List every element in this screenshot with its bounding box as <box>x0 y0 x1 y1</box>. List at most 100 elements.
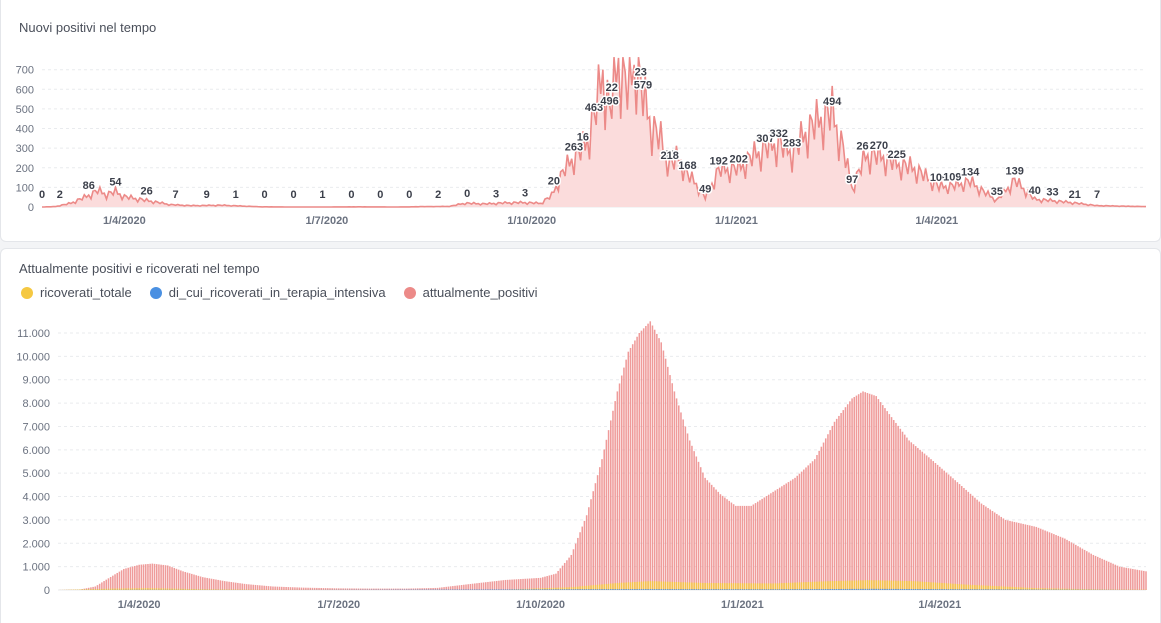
bar <box>728 589 730 590</box>
legend-item-terapia-intensiva[interactable]: di_cui_ricoverati_in_terapia_intensiva <box>149 285 386 300</box>
bar <box>746 583 748 590</box>
bar <box>151 563 154 590</box>
bar <box>1125 567 1128 590</box>
bar <box>515 579 518 590</box>
data-label: 19 <box>664 149 676 161</box>
bar <box>577 537 579 590</box>
bar <box>528 578 531 590</box>
bar <box>664 581 667 590</box>
bar <box>136 588 138 590</box>
bar <box>482 589 485 590</box>
bar <box>910 589 913 590</box>
bar <box>311 587 314 590</box>
bar <box>153 563 156 590</box>
bar <box>456 585 458 590</box>
bar <box>1083 549 1086 590</box>
bar <box>879 588 882 590</box>
bar <box>623 582 625 590</box>
bar <box>506 589 509 590</box>
bar <box>1077 546 1079 590</box>
bar <box>928 457 930 590</box>
bar <box>223 589 226 590</box>
data-label: 33 <box>1046 187 1058 199</box>
bar <box>223 581 226 590</box>
bar <box>572 589 575 590</box>
bar <box>693 589 695 590</box>
bar <box>673 589 676 590</box>
y-tick-label: 100 <box>16 182 34 194</box>
bar <box>743 505 746 590</box>
bar <box>583 520 586 590</box>
bar <box>993 586 996 590</box>
bar <box>750 583 752 590</box>
y-tick-label: 0 <box>28 202 34 214</box>
bar <box>756 501 759 590</box>
bar <box>737 505 739 590</box>
bar <box>87 587 90 590</box>
bar <box>544 589 546 590</box>
bar <box>664 358 667 590</box>
bar <box>993 589 996 590</box>
bar <box>546 588 548 590</box>
bar <box>1044 588 1046 590</box>
y-tick-label: 700 <box>16 65 34 77</box>
bar <box>901 588 904 590</box>
bar <box>1007 589 1009 590</box>
bar <box>445 586 448 590</box>
bar <box>853 580 856 590</box>
bar <box>936 464 939 590</box>
bar <box>842 580 845 590</box>
bar <box>138 588 140 590</box>
legend-item-ricoverati-totale[interactable]: ricoverati_totale <box>21 285 132 300</box>
y-tick-label: 5.000 <box>22 468 50 480</box>
bar <box>112 575 114 590</box>
y-tick-label: 7.000 <box>22 421 50 433</box>
bar <box>241 583 244 590</box>
bar <box>1000 589 1002 590</box>
bar <box>684 582 687 590</box>
bar <box>384 588 386 590</box>
bar <box>746 505 748 590</box>
bar <box>160 588 162 590</box>
bar <box>596 584 599 590</box>
bar <box>1138 570 1141 590</box>
bar <box>197 589 200 590</box>
bar <box>991 589 994 590</box>
bar <box>377 588 380 590</box>
bar <box>585 585 588 590</box>
bar <box>204 577 206 590</box>
bar <box>610 589 612 590</box>
bar <box>81 589 83 590</box>
bar <box>912 581 915 590</box>
bar <box>504 589 507 590</box>
bar <box>941 582 943 590</box>
bar <box>125 588 127 590</box>
bar <box>645 325 647 590</box>
bar <box>649 589 652 590</box>
bar <box>441 587 443 590</box>
bar <box>989 509 992 590</box>
bar <box>634 581 636 590</box>
bar <box>333 588 336 590</box>
bar <box>991 510 994 590</box>
bar <box>436 587 439 590</box>
bar <box>903 588 906 590</box>
bar <box>603 449 605 590</box>
bar <box>844 407 847 590</box>
bar <box>658 581 660 590</box>
bar <box>785 582 788 590</box>
legend-item-attualmente-positivi[interactable]: attualmente_positivi <box>403 285 538 300</box>
bar <box>936 589 939 590</box>
bar <box>686 589 689 590</box>
bar <box>103 588 105 590</box>
bar <box>884 408 886 590</box>
bar <box>1013 589 1016 590</box>
bar <box>199 589 202 590</box>
bar <box>487 589 489 590</box>
bar <box>140 564 143 590</box>
bar <box>134 565 136 590</box>
bar <box>495 589 498 590</box>
bar <box>1031 587 1033 590</box>
bar <box>818 589 820 590</box>
bar <box>500 589 502 590</box>
